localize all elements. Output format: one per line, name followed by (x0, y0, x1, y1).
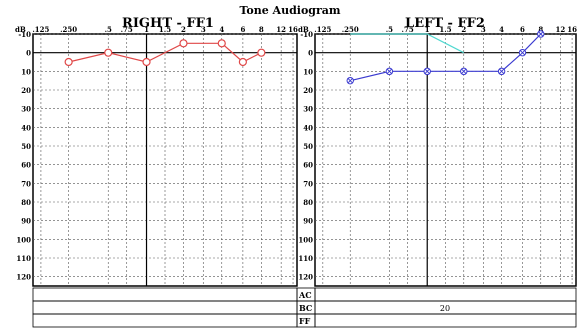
right-x-tick-label: .250 (60, 25, 77, 34)
left-y-tick-label: 80 (303, 198, 313, 207)
left-y-tick-label: 0 (308, 49, 313, 58)
right-y-tick-label: -10 (18, 30, 31, 39)
left-x-tick-label: 12 (555, 25, 565, 34)
left-y-tick-label: 20 (303, 86, 313, 95)
left-x-tick-label: 4 (499, 25, 504, 34)
right-y-tick-label: 110 (16, 254, 31, 263)
left-y-tick-label: 100 (298, 235, 313, 244)
left-y-tick-label: 30 (303, 105, 313, 114)
row-label: AC (298, 290, 312, 300)
left-x-tick-label: .5 (386, 25, 393, 34)
marker-cross (347, 77, 354, 84)
right-x-tick-label: 2 (181, 25, 186, 34)
right-panel: -10 0 10 20 30 40 50 60 70 80 90 100 110 120 .125 .250.… (15, 25, 298, 287)
right-y-tick-label: 80 (21, 198, 31, 207)
right-panel-title: RIGHT - FF1 (122, 16, 214, 31)
right-y-tick-label: 30 (21, 105, 31, 114)
left-data-point (346, 76, 354, 85)
left-y-tick-label: 110 (298, 254, 313, 263)
right-y-tick-label: 90 (21, 217, 31, 226)
left-series-line (350, 33, 465, 54)
marker-cross (386, 68, 393, 75)
right-y-tick-label: 40 (21, 123, 31, 132)
left-x-tick-label: .75 (402, 25, 414, 34)
left-y-tick-label: 70 (303, 179, 313, 188)
marker-cross (460, 68, 467, 75)
right-y-tick-label: 0 (26, 49, 31, 58)
right-y-tick-label: 20 (21, 86, 31, 95)
right-data-point (238, 57, 247, 67)
right-x-tick-label: .125 (32, 25, 49, 34)
left-y-tick-label: 90 (303, 217, 313, 226)
left-y-tick-label: 10 (303, 67, 313, 76)
left-y-tick-label: 120 (298, 273, 313, 282)
left-x-tick-label: 16 (567, 25, 577, 34)
left-y-tick-label: 60 (303, 161, 313, 170)
right-x-tick-label: 12 (276, 25, 286, 34)
left-series-line (350, 33, 542, 82)
row-label: FF (299, 316, 311, 326)
left-x-tick-label: .250 (342, 25, 359, 34)
row-label: BC (299, 303, 312, 313)
results-table: AC BC FF 20 (32, 287, 577, 328)
right-data-point (104, 48, 113, 57)
left-x-tick-label: 2 (461, 25, 466, 34)
left-bc-value: 20 (440, 304, 450, 313)
right-y-tick-label: 10 (21, 67, 31, 76)
right-y-tick-label: 100 (16, 235, 31, 244)
right-y-tick-label: 70 (21, 179, 31, 188)
right-data-point (142, 57, 151, 67)
right-x-tick-label: 8 (259, 25, 264, 34)
right-table-cell (32, 313, 298, 328)
right-x-tick-label: 6 (240, 25, 245, 34)
left-x-tick-label: 1 (425, 25, 430, 34)
right-table-cell (32, 287, 298, 302)
row-label-cell (296, 313, 316, 328)
right-y-tick-label: 120 (16, 273, 31, 282)
left-x-tick-label: 6 (520, 25, 525, 34)
left-data-point (497, 67, 506, 76)
right-db-label: dB (15, 25, 26, 34)
left-data-point (518, 48, 527, 57)
right-x-tick-label: .5 (105, 25, 112, 34)
left-data-point (460, 67, 468, 76)
left-data-point (423, 67, 431, 76)
figure-title: Tone Audiogram (239, 4, 340, 17)
right-data-point (257, 48, 266, 57)
right-data-point (179, 39, 188, 48)
left-table-cell (314, 287, 577, 302)
left-x-tick-label: 8 (538, 25, 543, 34)
right-data-point (217, 39, 226, 48)
left-x-tick-label: .125 (314, 25, 331, 34)
left-table-cell (314, 313, 577, 328)
right-y-tick-label: 50 (21, 142, 31, 151)
left-y-tick-label: 40 (303, 123, 313, 132)
right-data-point (64, 57, 73, 67)
marker-cross (424, 68, 431, 75)
left-data-point (537, 30, 545, 38)
right-y-tick-label: 60 (21, 161, 31, 170)
right-table-cell (32, 300, 298, 315)
left-x-tick-label: 1.5 (439, 25, 451, 34)
right-x-tick-label: 4 (219, 25, 224, 34)
right-x-tick-label: 1.5 (159, 25, 171, 34)
marker-cross (537, 31, 544, 37)
left-panel: -10 0 10 20 30 40 50 60 70 80 90 100 110 120 .125 .250.… (298, 25, 577, 287)
right-x-tick-label: 1 (144, 25, 149, 34)
right-x-tick-label: .75 (121, 25, 133, 34)
left-db-label: dB (298, 25, 309, 34)
right-x-tick-label: 16 (288, 25, 298, 34)
left-data-point (385, 67, 394, 76)
marker-cross (498, 68, 505, 75)
left-x-tick-label: 3 (481, 25, 486, 34)
left-panel-title: LEFT - FF2 (405, 16, 485, 31)
left-y-tick-label: -10 (300, 30, 313, 39)
left-y-tick-label: 50 (303, 142, 313, 151)
marker-cross (519, 49, 526, 56)
right-x-tick-label: 3 (201, 25, 206, 34)
